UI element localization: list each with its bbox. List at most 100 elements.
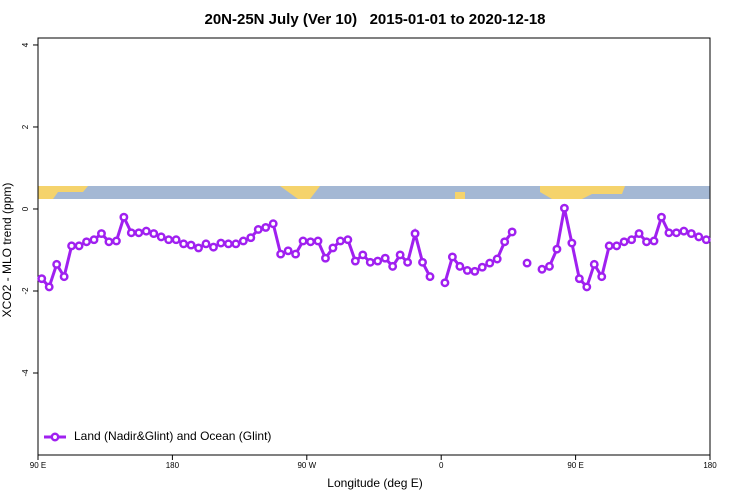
data-point — [194, 243, 203, 253]
data-point — [179, 239, 189, 249]
data-point — [589, 259, 599, 269]
data-point — [358, 250, 368, 260]
data-point — [634, 229, 644, 239]
x-tick-label: 90 E — [30, 461, 46, 470]
y-tick-label: -4 — [21, 369, 30, 377]
data-point — [440, 278, 450, 288]
data-point — [238, 236, 248, 246]
data-point — [89, 235, 99, 245]
data-point — [522, 258, 532, 268]
x-tick-label: 180 — [166, 461, 180, 470]
data-point — [373, 256, 383, 266]
data-point — [604, 241, 614, 251]
data-point — [388, 261, 398, 271]
data-point — [380, 253, 390, 263]
data-point — [447, 252, 457, 262]
data-point — [657, 212, 666, 222]
data-point — [410, 229, 420, 239]
y-tick-label: 2 — [21, 124, 30, 129]
data-point — [395, 250, 405, 260]
data-point — [97, 229, 106, 239]
data-point — [612, 241, 622, 251]
data-point — [671, 228, 681, 238]
data-point — [582, 282, 592, 292]
data-point — [119, 212, 129, 222]
data-point — [156, 232, 166, 242]
data-point — [268, 219, 278, 229]
data-point — [477, 262, 487, 272]
data-point — [283, 246, 293, 256]
data-point — [74, 241, 84, 251]
data-point — [507, 227, 517, 237]
x-tick-label: 90 E — [567, 461, 583, 470]
x-tick-label: 180 — [703, 461, 717, 470]
y-tick-label: -2 — [21, 287, 30, 295]
data-point — [201, 239, 211, 249]
data-point — [134, 228, 144, 238]
data-point — [679, 226, 689, 236]
data-point — [500, 237, 510, 247]
data-point — [231, 239, 241, 249]
data-point — [619, 237, 629, 247]
data-point — [111, 236, 121, 246]
data-point — [261, 222, 271, 232]
data-point — [343, 235, 353, 245]
data-point — [164, 235, 174, 245]
data-point — [149, 229, 159, 239]
legend-marker — [50, 432, 60, 442]
data-point — [82, 237, 91, 247]
data-point — [321, 253, 330, 263]
data-point — [276, 249, 286, 259]
data-point — [649, 236, 659, 246]
data-point — [567, 238, 577, 248]
data-point — [328, 243, 338, 253]
data-point — [313, 236, 323, 246]
data-point — [37, 274, 47, 284]
data-point — [559, 203, 569, 213]
data-point — [59, 272, 69, 282]
chart-title: 20N-25N July (Ver 10) 2015-01-01 to 2020… — [204, 11, 545, 28]
data-point — [701, 235, 711, 245]
data-point — [298, 236, 308, 246]
data-point — [209, 242, 218, 252]
data-point — [664, 228, 674, 238]
data-point — [425, 272, 435, 282]
y-axis-label: XCO2 - MLO trend (ppm) — [0, 183, 14, 318]
data-point — [246, 233, 256, 243]
data-point — [253, 225, 263, 234]
data-point — [141, 226, 151, 236]
data-point — [537, 264, 547, 274]
data-point — [67, 241, 77, 251]
data-point — [44, 282, 54, 292]
legend-label: Land (Nadir&Glint) and Ocean (Glint) — [74, 429, 271, 443]
x-tick-label: 0 — [439, 461, 444, 470]
data-point — [485, 258, 495, 268]
data-point — [350, 256, 360, 266]
data-point — [686, 229, 696, 239]
data-point — [470, 266, 480, 276]
data-point — [462, 266, 472, 275]
data-point — [597, 272, 607, 282]
y-tick-label: 0 — [21, 206, 30, 211]
plot-frame — [37, 37, 711, 456]
data-point — [335, 236, 345, 246]
data-point — [694, 232, 704, 242]
data-point — [186, 240, 196, 250]
data-point — [574, 274, 584, 284]
data-point — [171, 235, 181, 245]
data-point — [552, 244, 562, 254]
y-tick-label: 4 — [21, 42, 30, 47]
data-point — [223, 239, 233, 249]
data-point — [455, 261, 465, 271]
data-point — [126, 228, 136, 238]
data-point — [52, 259, 62, 269]
data-point — [216, 238, 226, 248]
data-point — [291, 249, 301, 259]
data-point — [418, 257, 427, 267]
data-point — [642, 237, 651, 247]
data-point — [545, 261, 554, 271]
x-tick-label: 90 W — [297, 461, 316, 470]
data-point — [627, 235, 637, 245]
data-point — [365, 257, 375, 267]
